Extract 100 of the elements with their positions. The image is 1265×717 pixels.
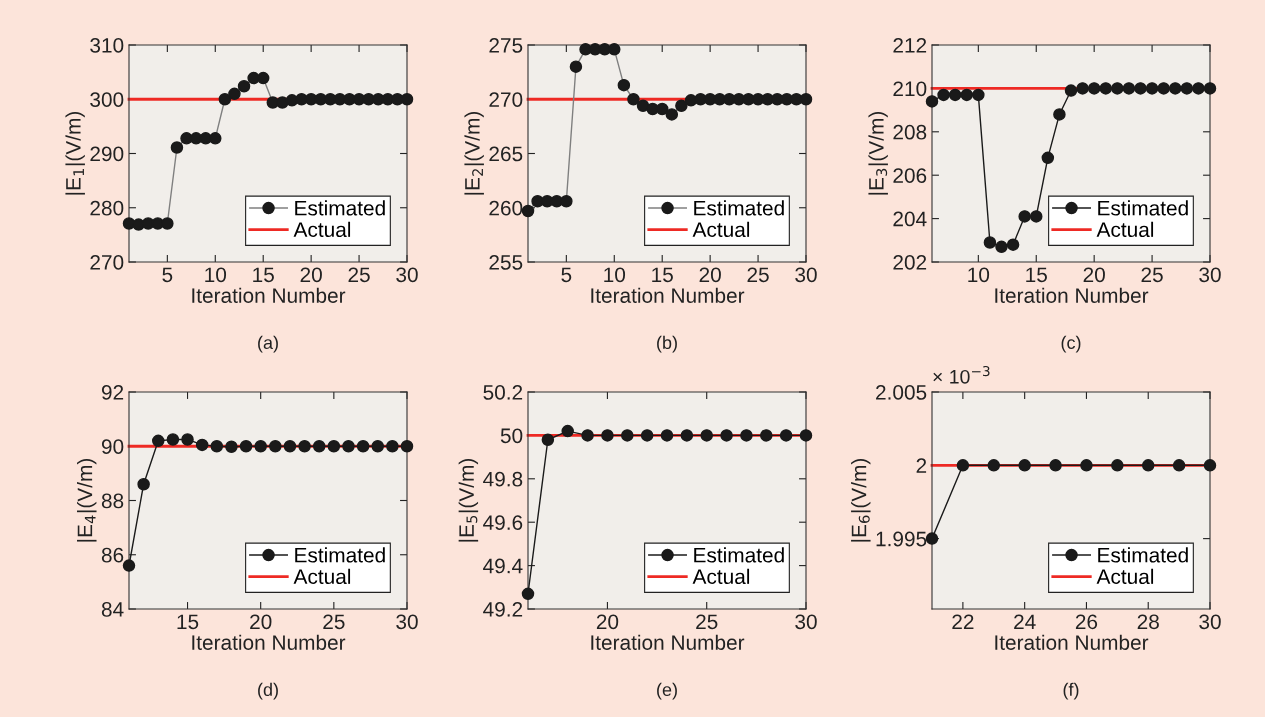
- point: [137, 477, 150, 491]
- point: [1122, 82, 1136, 95]
- x-tick-label: 22: [952, 614, 974, 629]
- point: [1087, 82, 1101, 95]
- x-tick-label: 20: [596, 614, 619, 630]
- point: [327, 439, 341, 453]
- point: [521, 587, 535, 601]
- point: [1203, 82, 1217, 95]
- x-tick-label: 10: [604, 267, 626, 283]
- point: [254, 439, 267, 453]
- y-tick-label: 50.2: [483, 385, 523, 400]
- point: [995, 240, 1008, 254]
- point: [298, 439, 311, 453]
- point: [760, 429, 773, 442]
- y-tick-label: 290: [90, 146, 124, 162]
- legend-label: Actual: [293, 568, 351, 585]
- y-tick-label: 84: [101, 602, 124, 617]
- y-tick-label: 275: [489, 38, 523, 53]
- point: [210, 439, 224, 453]
- legend-label: Estimated: [1098, 200, 1188, 216]
- point: [601, 429, 614, 442]
- legend-label: Actual: [293, 221, 351, 238]
- y-tick-label: 255: [489, 255, 523, 270]
- x-tick-label: 25: [747, 267, 769, 283]
- x-tick-label: 15: [652, 267, 673, 283]
- point: [1168, 82, 1182, 95]
- point: [680, 429, 694, 442]
- y-axis-title: |E$_{5}$|(V/m): [458, 459, 479, 542]
- y-tick-label: 2.005: [876, 385, 927, 400]
- x-tick-label: 20: [250, 614, 272, 630]
- y-axis-title: |E$_{1}$|(V/m): [65, 112, 85, 195]
- y-axis-title: |E$_{2}$|(V/m): [464, 112, 484, 195]
- point: [581, 429, 594, 442]
- x-tick-label: 5: [162, 267, 173, 283]
- point: [561, 424, 574, 438]
- legend-label: Estimated: [694, 200, 784, 216]
- y-tick-label: 280: [90, 200, 124, 216]
- y-tick-label: 212: [893, 38, 927, 53]
- point: [181, 433, 194, 446]
- point: [937, 88, 950, 102]
- point: [779, 429, 793, 442]
- text: (c): [1061, 335, 1081, 353]
- y-tick-label: 88: [101, 493, 124, 509]
- point: [312, 439, 326, 453]
- point: [1180, 82, 1194, 95]
- point: [660, 429, 674, 442]
- x-axis-title: Iteration Number: [591, 634, 745, 650]
- point: [166, 433, 180, 446]
- point: [925, 95, 939, 108]
- y-tick-label: 2: [916, 458, 927, 473]
- text: (d): [258, 682, 278, 700]
- text: (a): [258, 335, 278, 353]
- y-tick-label: 270: [489, 92, 523, 107]
- x-tick-label: 28: [1137, 614, 1159, 630]
- x-tick-label: 10: [205, 267, 227, 283]
- point: [283, 439, 297, 453]
- point: [122, 559, 136, 572]
- point: [1006, 238, 1020, 251]
- point: [948, 88, 962, 102]
- x-tick-label: 30: [1199, 267, 1221, 283]
- x-axis-title: Iteration Number: [995, 287, 1149, 303]
- point: [356, 439, 370, 453]
- point: [972, 88, 985, 102]
- x-tick-label: 20: [699, 267, 721, 283]
- point: [225, 440, 238, 454]
- y-tick-label: 90: [101, 439, 124, 454]
- y-tick-label: 86: [101, 547, 124, 563]
- point: [1029, 210, 1043, 223]
- x-tick-label: 15: [253, 267, 274, 283]
- point: [640, 429, 654, 442]
- x-tick-label: 26: [1075, 614, 1098, 630]
- x-tick-label: 15: [177, 614, 199, 630]
- x-tick-label: 20: [300, 267, 322, 283]
- y-axis-title: |E$_{6}$|(V/m): [851, 459, 871, 542]
- x-tick-label: 30: [396, 267, 418, 283]
- x-tick-label: 15: [1026, 267, 1047, 283]
- point: [700, 429, 713, 442]
- x-tick-label: 25: [1141, 267, 1163, 283]
- y-tick-label: 300: [90, 92, 124, 107]
- y-tick-label: 1.995: [876, 531, 927, 547]
- point: [983, 236, 997, 249]
- legend-label: Estimated: [694, 547, 784, 563]
- point: [799, 429, 813, 442]
- point: [1018, 210, 1031, 223]
- point: [1111, 82, 1124, 95]
- point: [269, 439, 282, 453]
- x-tick-label: 25: [348, 267, 370, 283]
- y-tick-label: 208: [893, 124, 927, 140]
- x-tick-label: 30: [795, 267, 817, 283]
- x-tick-label: 30: [1199, 614, 1221, 630]
- y-tick-label: 270: [90, 255, 124, 270]
- point: [1157, 82, 1170, 95]
- y-tick-label: 204: [893, 211, 927, 227]
- legend-label: Estimated: [1098, 547, 1188, 563]
- y-tick-label: 92: [101, 385, 124, 400]
- x-tick-label: 20: [1083, 267, 1105, 283]
- y-tick-label: 260: [489, 200, 523, 216]
- y-axis-title: |E$_{3}$|(V/m): [868, 112, 888, 195]
- point: [400, 439, 414, 453]
- y-axis-title: |E$_{4}$|(V/m): [77, 459, 97, 542]
